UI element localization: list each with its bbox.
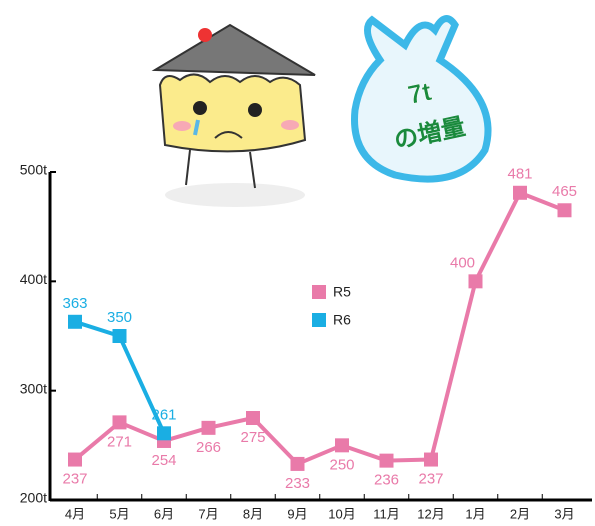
x-tick-label: 3月 xyxy=(554,506,574,521)
data-label: 465 xyxy=(552,183,577,200)
data-label: 481 xyxy=(507,166,532,183)
point xyxy=(513,185,527,200)
y-tick-label: 300t xyxy=(20,380,47,396)
data-label: 363 xyxy=(62,295,87,312)
point xyxy=(201,420,216,435)
point xyxy=(112,329,127,343)
bag-illustration: 7t の増量 xyxy=(351,15,492,183)
point xyxy=(112,415,127,430)
data-label: 250 xyxy=(329,456,354,473)
x-tick-label: 8月 xyxy=(243,506,263,521)
y-tick-label: 200t xyxy=(20,490,47,506)
legend-swatch xyxy=(312,285,326,299)
x-tick-label: 12月 xyxy=(417,506,444,521)
data-label: 275 xyxy=(240,429,265,446)
data-label: 271 xyxy=(107,433,132,450)
legend-label: R6 xyxy=(333,312,351,328)
x-tick-label: 2月 xyxy=(510,506,530,521)
x-tick-label: 11月 xyxy=(373,506,400,521)
data-label: 236 xyxy=(374,472,399,489)
point xyxy=(68,452,82,467)
x-tick-label: 5月 xyxy=(109,506,129,521)
point xyxy=(379,453,394,468)
point xyxy=(246,411,260,425)
data-label: 261 xyxy=(151,406,176,423)
data-label: 237 xyxy=(418,471,443,488)
legend-label: R5 xyxy=(333,284,351,300)
point xyxy=(557,203,572,218)
series-line xyxy=(73,190,566,466)
point xyxy=(68,314,82,329)
legend-swatch xyxy=(312,313,326,327)
data-label: 400 xyxy=(450,254,475,271)
point xyxy=(424,452,438,467)
data-label: 254 xyxy=(151,452,176,469)
x-tick-label: 1月 xyxy=(465,506,485,521)
data-label: 350 xyxy=(107,309,132,326)
x-tick-label: 7月 xyxy=(198,506,218,521)
data-label: 237 xyxy=(62,471,87,488)
y-tick-label: 500t xyxy=(20,162,47,178)
point xyxy=(290,456,305,471)
y-tick-label: 400t xyxy=(20,271,47,287)
data-label: 233 xyxy=(285,475,310,492)
x-tick-label: 6月 xyxy=(154,506,174,521)
character-illustration xyxy=(151,23,316,207)
point xyxy=(335,438,349,453)
x-tick-label: 10月 xyxy=(328,506,355,521)
x-tick-label: 4月 xyxy=(65,506,85,521)
point xyxy=(468,274,483,289)
data-label: 266 xyxy=(196,439,221,456)
x-tick-label: 9月 xyxy=(287,506,307,521)
point xyxy=(157,426,171,441)
